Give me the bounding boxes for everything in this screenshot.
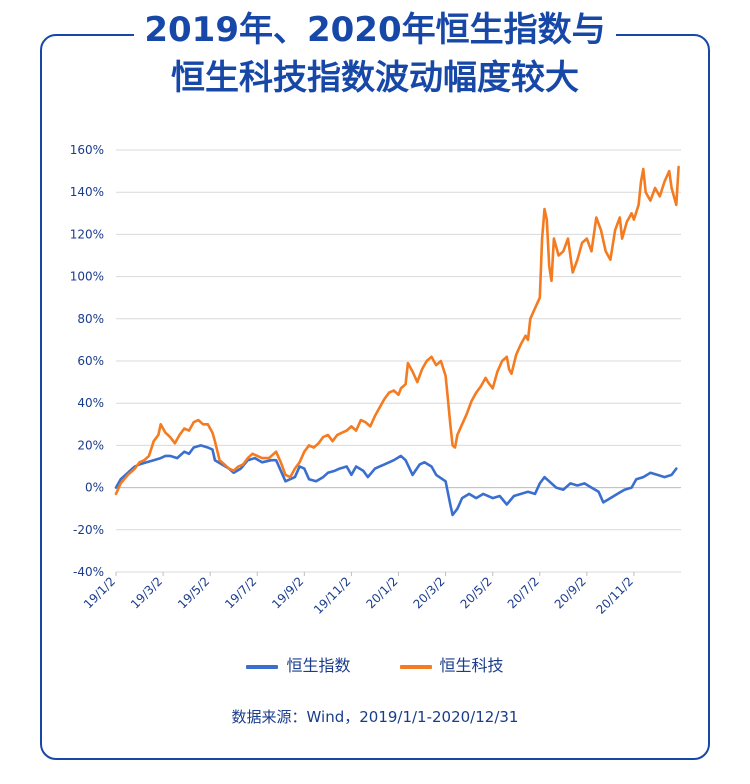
y-tick-label: -40% [73,565,104,579]
y-tick-label: 120% [70,227,104,241]
legend-label-hsi: 恒生指数 [286,656,351,675]
x-tick-label: 20/7/2 [505,574,542,611]
y-tick-label: 160% [70,143,104,157]
legend-label-hstech: 恒生科技 [439,656,504,675]
series-line-hstech [114,165,680,496]
title-line-2: 恒生科技指数波动幅度较大 [161,54,589,102]
legend-item-hsi: 恒生指数 [246,652,350,676]
y-tick-label: 80% [77,312,104,326]
legend-item-hstech: 恒生科技 [399,652,504,676]
x-tick-label: 20/3/2 [410,574,447,611]
y-tick-label: -20% [73,523,104,537]
title-line-1: 2019年、2020年恒生指数与 [134,6,616,54]
y-tick-label: 100% [70,270,104,284]
x-tick-label: 20/5/2 [458,574,495,611]
y-tick-label: 20% [77,438,104,452]
y-tick-label: 60% [77,354,104,368]
x-tick-label: 19/5/2 [175,574,212,611]
x-tick-label: 20/11/2 [593,574,636,617]
x-tick-label: 19/9/2 [269,574,306,611]
data-source: 数据来源：Wind，2019/1/1-2020/12/31 [231,708,519,726]
x-tick-label: 20/1/2 [363,574,400,611]
chart-title: 2019年、2020年恒生指数与 恒生科技指数波动幅度较大 [0,6,750,102]
legend: 恒生指数 恒生科技 [0,652,750,676]
x-tick-label: 19/11/2 [311,574,354,617]
legend-swatch-hsi [246,664,279,669]
x-tick-label: 19/3/2 [128,574,165,611]
x-tick-label: 20/9/2 [552,574,589,611]
series-line-hsi [114,444,678,517]
y-tick-label: 0% [85,481,104,495]
y-tick-label: 40% [77,396,104,410]
legend-swatch-hstech [399,664,432,669]
y-tick-label: 140% [70,185,104,199]
x-tick-label: 19/1/2 [81,574,118,611]
x-tick-label: 19/7/2 [222,574,259,611]
